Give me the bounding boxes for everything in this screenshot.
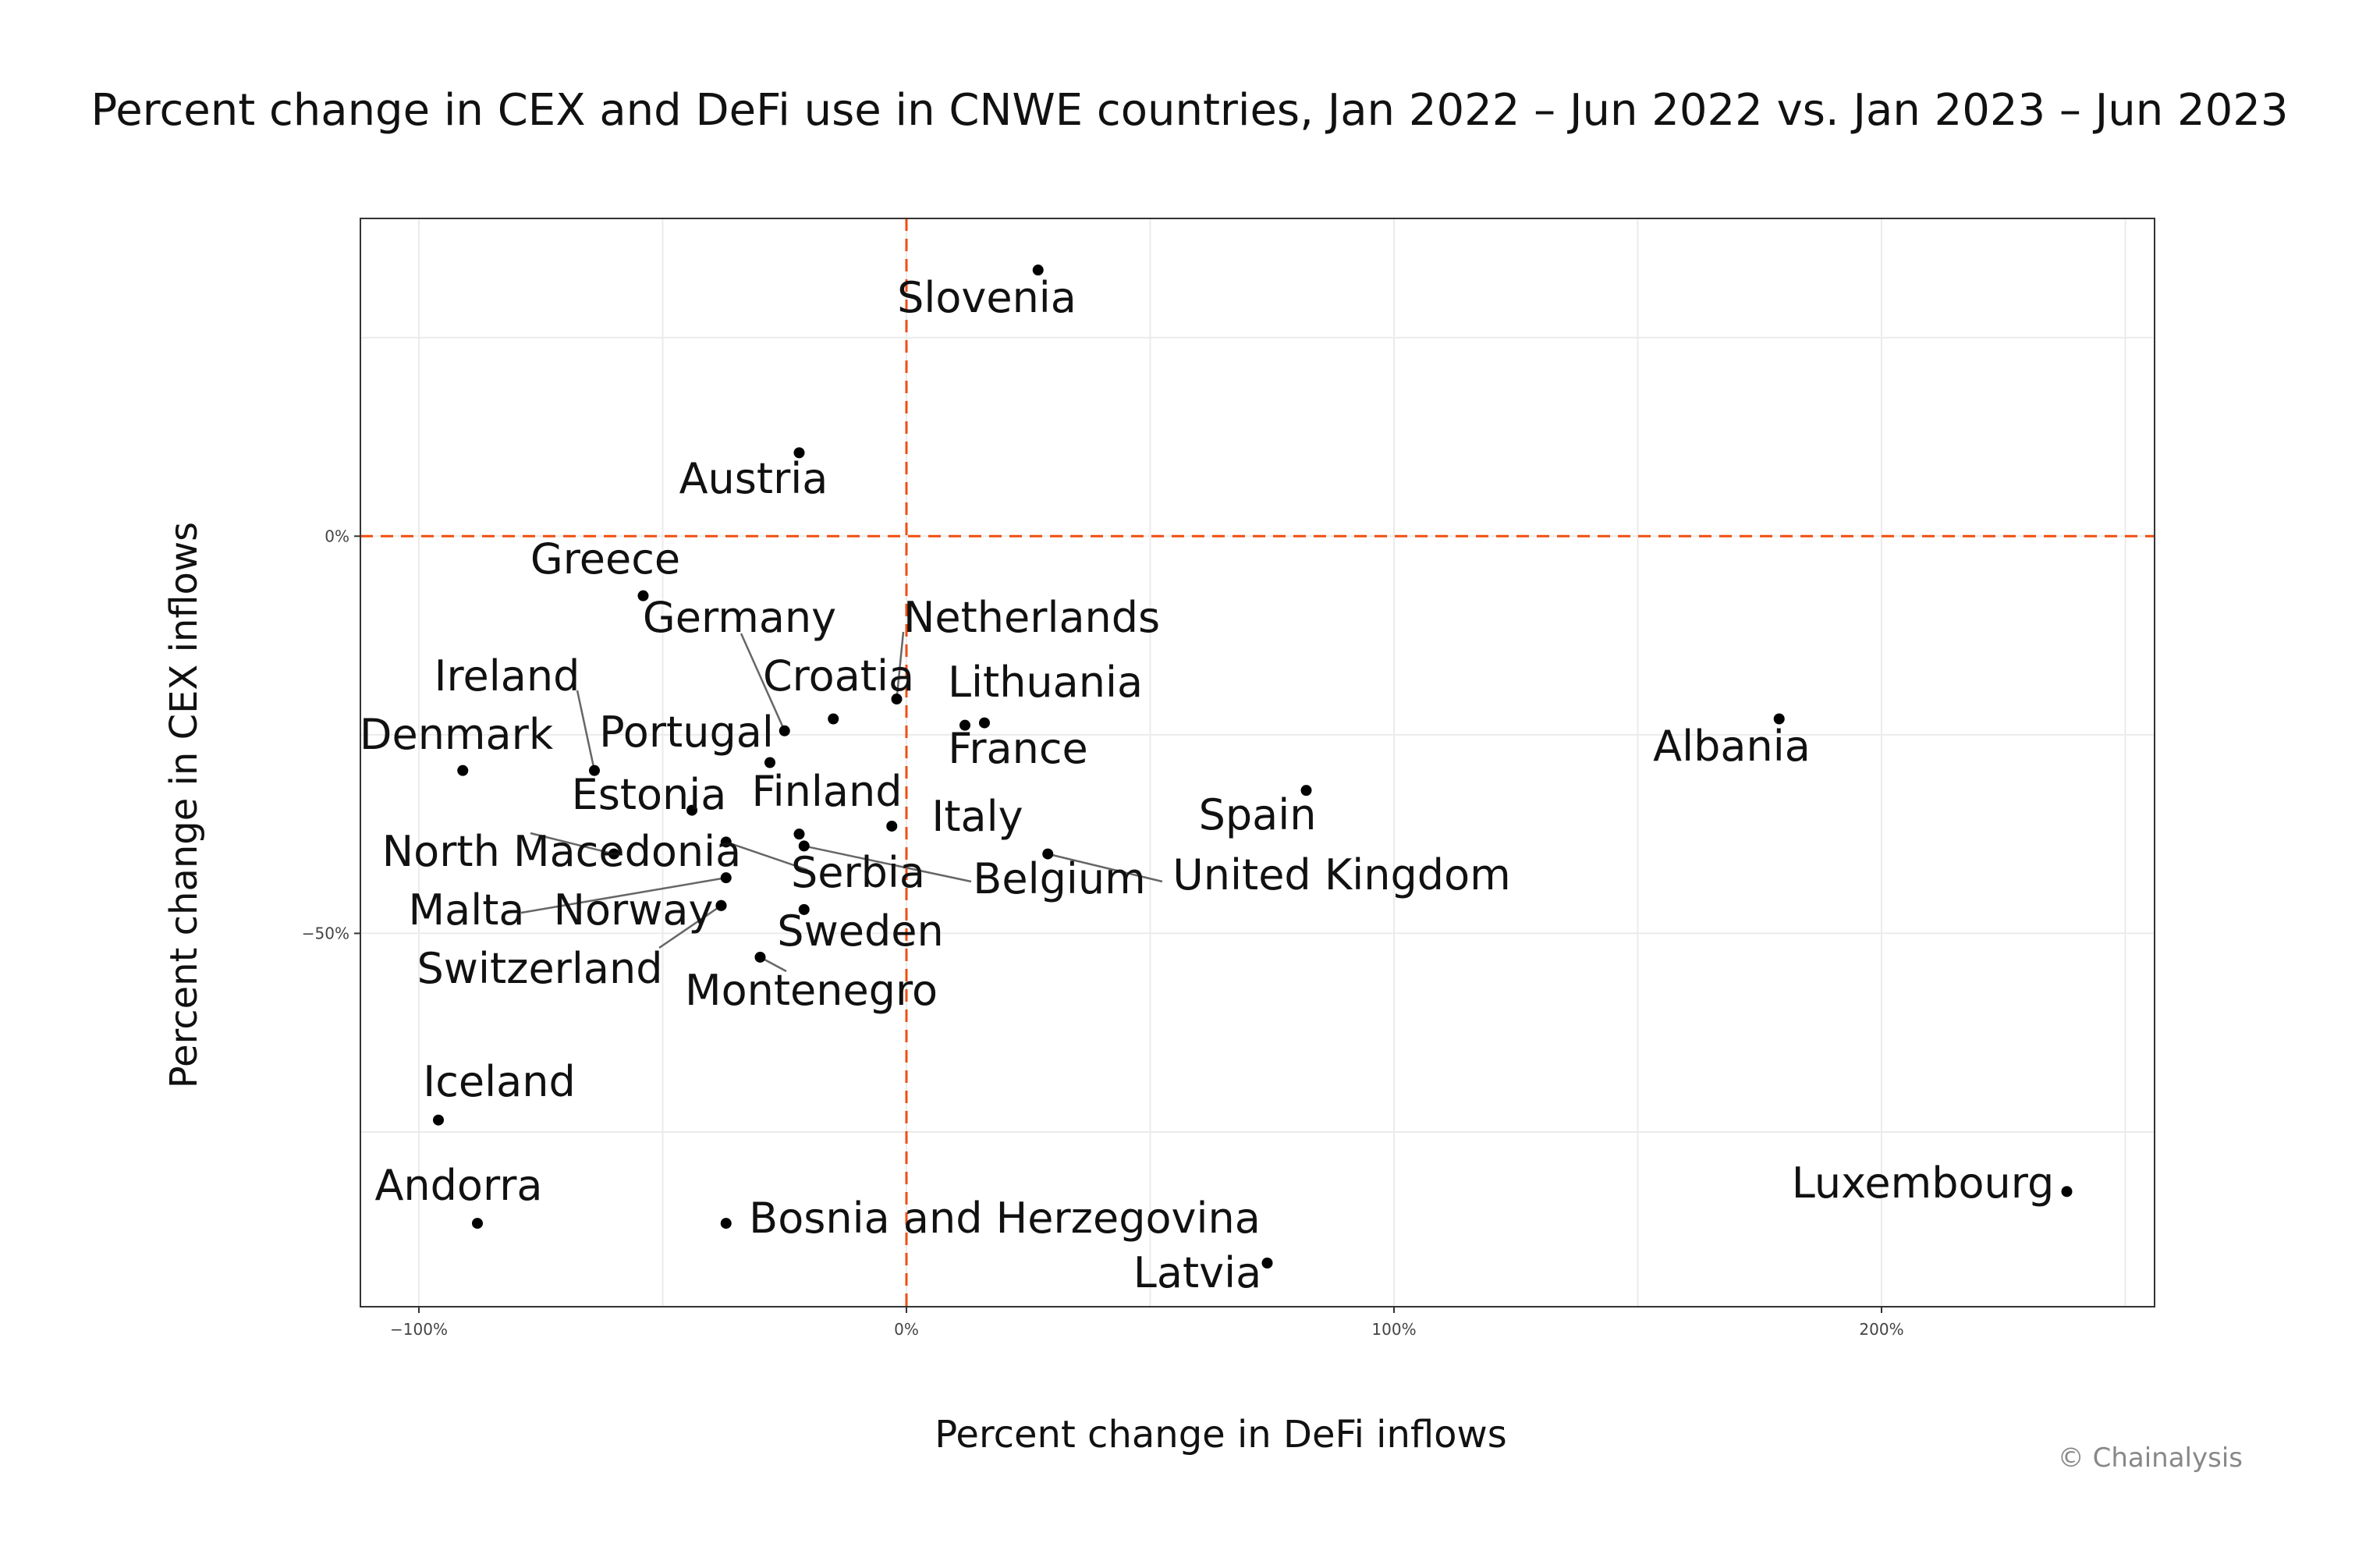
data-points [433,264,2073,1268]
point-label: Estonia [572,770,727,819]
data-point [754,951,766,963]
data-point [959,719,970,731]
data-point [433,1114,444,1126]
point-label: Albania [1653,722,1811,771]
point-label: Iceland [423,1057,575,1106]
data-point [589,765,600,776]
data-point [1042,848,1054,860]
data-point [720,872,732,884]
point-label: Latvia [1133,1248,1261,1297]
data-point [686,804,697,816]
data-point [472,1218,483,1229]
data-point [828,713,839,725]
data-point [720,1218,732,1229]
data-point [457,765,469,776]
data-point [764,757,775,768]
point-label: Austria [679,454,828,503]
y-tick-label: −50% [302,924,349,942]
leader-line [576,690,596,771]
data-point [720,836,732,848]
point-label: Netherlands [903,593,1160,642]
point-label: Bosnia and Herzegovina [749,1194,1261,1243]
point-label: Sweden [777,907,943,956]
point-label: Germany [643,593,836,642]
data-point [715,899,727,911]
leader-line [896,631,905,700]
leader-line [725,841,808,871]
data-point [608,848,619,860]
x-axis-title: Percent change in DeFi inflows [935,1413,1507,1457]
point-labels: Slovenia Austria Greece Germany Netherlands C… [360,273,2054,1297]
point-label: Malta [409,885,525,935]
point-label: Belgium [973,854,1145,903]
point-label: Croatia [763,651,914,701]
point-label: Denmark [360,710,554,759]
data-point [886,820,898,832]
y-axis-title: Percent change in CEX inflows [162,522,206,1088]
point-label: Switzerland [417,944,663,993]
chainalysis-credit: © Chainalysis [2058,1442,2243,1474]
point-label: Portugal [599,708,774,757]
leader-line [530,832,615,855]
point-label: Lithuania [948,658,1143,707]
data-point [979,717,990,729]
data-point [637,590,649,601]
data-point [1300,785,1312,797]
data-point [779,725,790,736]
data-point [2061,1186,2073,1198]
point-label: Greece [530,534,680,584]
point-label: Slovenia [897,273,1076,322]
point-label: United Kingdom [1172,850,1510,899]
point-label: Ireland [435,651,580,701]
point-label: North Macedonia [382,827,741,876]
point-label: Norway [554,885,714,935]
data-point [891,694,903,705]
point-label: Serbia [791,848,925,897]
x-tick-label: −100% [390,1320,448,1339]
point-label: Spain [1199,790,1317,839]
x-tick-label: 100% [1371,1320,1416,1339]
data-point [1261,1257,1273,1268]
point-label: Luxembourg [1792,1158,2055,1208]
point-label: Italy [931,792,1023,841]
point-label: Andorra [374,1161,542,1210]
leader-line [1047,853,1163,883]
reference-lines [360,218,2155,1307]
plot-panel [360,218,2155,1307]
data-point [1773,713,1785,725]
data-point [793,447,805,459]
axis-ticks: −100% 0% 100% 200% 0% −50% [302,527,1904,1339]
data-point [798,903,810,915]
leader-line [658,904,722,949]
y-tick-label: 0% [325,527,349,545]
gridlines [360,218,2155,1307]
data-point [793,828,805,840]
chart-title: Percent change in CEX and DeFi use in CN… [90,85,2288,136]
leader-line [740,633,786,732]
data-point [1032,264,1044,276]
x-tick-label: 0% [894,1320,919,1339]
label-leaders [520,631,1163,973]
point-label: Montenegro [685,966,938,1015]
data-point [798,840,810,852]
point-label: France [948,724,1088,773]
point-label: Finland [752,767,903,816]
x-tick-label: 200% [1859,1320,1903,1339]
leader-line [803,845,972,883]
leader-line [520,876,726,914]
